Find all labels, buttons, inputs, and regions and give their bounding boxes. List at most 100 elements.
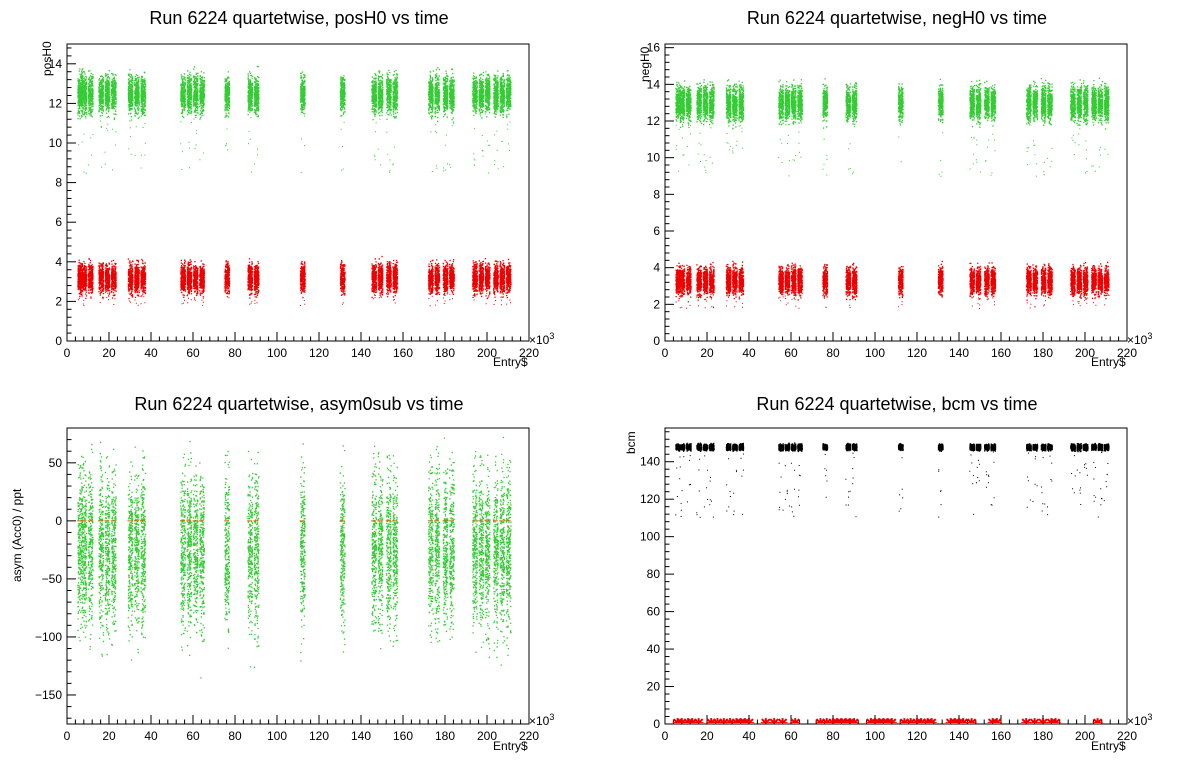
x-tick-label: 120: [309, 346, 329, 360]
series-1: [675, 260, 1110, 309]
data-point-cluster: [679, 80, 686, 156]
data-point-cluster: [192, 66, 199, 150]
data-point-cluster: [186, 259, 193, 304]
x-tick-label: 0: [64, 729, 71, 743]
x-tick-label: 60: [784, 729, 798, 743]
data-point-cluster: [478, 260, 485, 297]
data-point-cluster: [81, 456, 88, 638]
data-points: [77, 65, 512, 307]
y-tick-label: 100: [640, 530, 660, 544]
chart-title: Run 6224 quartetwise, posH0 vs time: [149, 8, 449, 28]
data-point-cluster: [247, 258, 254, 305]
data-point-cluster: [1026, 443, 1032, 508]
data-point-cluster: [134, 259, 140, 306]
x-tick-label: 120: [907, 729, 927, 743]
data-point-cluster: [990, 443, 997, 506]
data-point-cluster: [253, 260, 260, 304]
x-tick-label: 220: [519, 346, 539, 360]
y-tick-label: 4: [55, 255, 62, 269]
x-tick-label: 100: [865, 729, 885, 743]
x-tick-label: 200: [477, 346, 497, 360]
data-point-cluster: [186, 70, 193, 169]
x-tick-label: 140: [949, 346, 969, 360]
x-tick-label: 60: [186, 346, 200, 360]
x-tick-label: 40: [144, 729, 158, 743]
data-point-cluster: [685, 85, 692, 166]
data-point-cluster: [224, 450, 231, 649]
data-point-cluster: [499, 72, 506, 168]
data-point-cluster: [790, 79, 797, 161]
data-point-cluster: [738, 442, 745, 515]
x-tick-label: 40: [742, 729, 756, 743]
data-point-star: [966, 718, 977, 723]
data-point-cluster: [428, 70, 434, 172]
data-point-cluster: [797, 265, 803, 309]
data-point-cluster: [975, 443, 982, 484]
data-point-cluster: [478, 71, 485, 157]
y-tick-label: 10: [647, 151, 661, 165]
data-point-cluster: [851, 443, 858, 518]
data-point-cluster: [975, 79, 982, 173]
data-point-cluster: [696, 82, 703, 162]
data-point-cluster: [675, 262, 682, 309]
x-tick-label: 220: [519, 729, 539, 743]
data-point-cluster: [732, 83, 738, 154]
x-tick-label: 160: [991, 729, 1011, 743]
data-point-cluster: [984, 262, 990, 301]
series-0: [675, 442, 1110, 518]
data-point-cluster: [897, 83, 904, 163]
x-axis-label: Entry$: [1091, 355, 1126, 369]
x-tick-label: 0: [662, 346, 669, 360]
data-point-cluster: [1091, 442, 1097, 502]
data-point-cluster: [499, 436, 506, 666]
plot-svg: 0 20 40 60 80 100 120 140 160 180 200 220 0 2 4 6 8 10 12 1…: [49, 43, 539, 360]
data-point-cluster: [845, 265, 852, 308]
data-point-cluster: [87, 70, 94, 166]
data-points: [672, 442, 1110, 723]
data-point-cluster: [371, 73, 378, 161]
data-point-cluster: [845, 442, 852, 506]
data-point-cluster: [685, 442, 692, 503]
series-1: [672, 718, 1103, 723]
data-point-cluster: [732, 443, 738, 516]
data-point-cluster: [392, 259, 399, 304]
data-point-cluster: [702, 265, 709, 309]
data-point-cluster: [1070, 263, 1076, 306]
data-point-cluster: [442, 70, 449, 172]
data-point-cluster: [186, 440, 193, 656]
data-point-cluster: [499, 260, 506, 306]
data-point-cluster: [738, 261, 745, 308]
y-tick-label: 2: [55, 294, 62, 308]
plot-svg: 0 20 40 60 80 100 120 140 160 180 200 220 0 2 4 6 8 10 12 1…: [647, 41, 1138, 360]
series-0: [675, 77, 1110, 177]
data-point-cluster: [224, 71, 231, 151]
data-point-cluster: [679, 443, 686, 517]
plot-svg: 0 20 40 60 80 100 120 140 160 180 200 220 −150 −100 −5…: [35, 427, 539, 743]
x-tick-label: 140: [351, 346, 371, 360]
chart-panel-posH0: Run 6224 quartetwise, posH0 vs time 0 20 4…: [0, 0, 598, 386]
data-point-cluster: [1040, 78, 1047, 176]
x-tick-label: 20: [700, 729, 714, 743]
x-tick-label: 120: [309, 729, 329, 743]
data-point-cluster: [127, 258, 134, 303]
x-tick-label: 100: [865, 346, 885, 360]
data-point-star: [991, 718, 1002, 723]
data-point-cluster: [725, 443, 732, 512]
y-tick-label: 0: [55, 334, 62, 348]
data-point-star: [1092, 718, 1103, 723]
y-tick-label: 120: [640, 492, 660, 506]
data-point-cluster: [1076, 443, 1083, 505]
data-point-cluster: [247, 71, 254, 173]
x-tick-label: 180: [435, 729, 455, 743]
x-tick-label: 180: [1033, 346, 1053, 360]
data-point-cluster: [505, 258, 512, 305]
data-point-cluster: [81, 261, 88, 306]
data-point-cluster: [725, 79, 732, 151]
x-tick-label: 80: [228, 346, 242, 360]
x-tick-label: 200: [477, 729, 497, 743]
x-tick-label: 140: [949, 729, 969, 743]
data-point-cluster: [134, 74, 140, 156]
y-tick-label: 0: [55, 514, 62, 528]
data-point-cluster: [1082, 80, 1089, 174]
x-tick-label: 160: [393, 729, 413, 743]
